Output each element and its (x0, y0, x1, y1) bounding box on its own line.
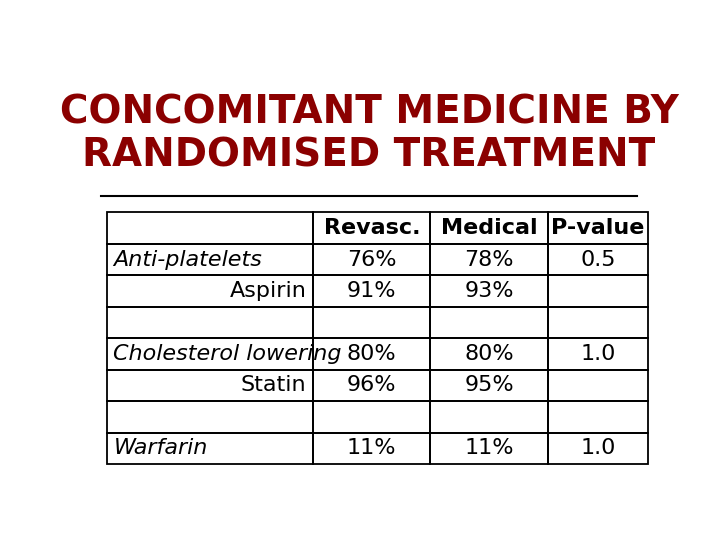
Text: 80%: 80% (347, 344, 397, 364)
Bar (107, 275, 313, 307)
Bar (547, 244, 648, 275)
Bar (547, 212, 648, 244)
Bar (313, 307, 431, 338)
Bar (313, 244, 431, 275)
Bar (431, 275, 547, 307)
Text: Cholesterol lowering: Cholesterol lowering (114, 344, 342, 364)
Text: 91%: 91% (347, 281, 397, 301)
Text: 78%: 78% (464, 249, 514, 269)
Bar (547, 401, 648, 433)
Bar (107, 212, 313, 244)
Bar (107, 244, 313, 275)
Bar (431, 370, 547, 401)
Bar (431, 244, 547, 275)
Bar (313, 212, 431, 244)
Text: Medical: Medical (441, 218, 537, 238)
Text: 0.5: 0.5 (580, 249, 616, 269)
Text: Anti-platelets: Anti-platelets (114, 249, 262, 269)
Bar (431, 401, 547, 433)
Bar (313, 401, 431, 433)
Bar (313, 275, 431, 307)
Text: Revasc.: Revasc. (323, 218, 420, 238)
Text: 93%: 93% (464, 281, 514, 301)
Bar (313, 338, 431, 370)
Bar (107, 338, 313, 370)
Text: P-value: P-value (551, 218, 644, 238)
Bar (431, 433, 547, 464)
Bar (431, 307, 547, 338)
Bar (107, 433, 313, 464)
Text: 1.0: 1.0 (580, 344, 616, 364)
Bar (107, 401, 313, 433)
Bar (547, 433, 648, 464)
Text: 95%: 95% (464, 375, 514, 395)
Bar (107, 370, 313, 401)
Bar (313, 370, 431, 401)
Bar (547, 370, 648, 401)
Text: CONCOMITANT MEDICINE BY
RANDOMISED TREATMENT: CONCOMITANT MEDICINE BY RANDOMISED TREAT… (60, 94, 678, 174)
Text: Aspirin: Aspirin (230, 281, 307, 301)
Bar (547, 275, 648, 307)
Text: 96%: 96% (347, 375, 397, 395)
Bar (431, 338, 547, 370)
Text: 11%: 11% (347, 438, 397, 458)
Bar (313, 433, 431, 464)
Bar (547, 307, 648, 338)
Text: 76%: 76% (347, 249, 397, 269)
Bar (107, 307, 313, 338)
Text: 1.0: 1.0 (580, 438, 616, 458)
Text: Warfarin: Warfarin (114, 438, 208, 458)
Bar (547, 338, 648, 370)
Text: 11%: 11% (464, 438, 514, 458)
Text: 80%: 80% (464, 344, 514, 364)
Text: Statin: Statin (241, 375, 307, 395)
Bar (431, 212, 547, 244)
